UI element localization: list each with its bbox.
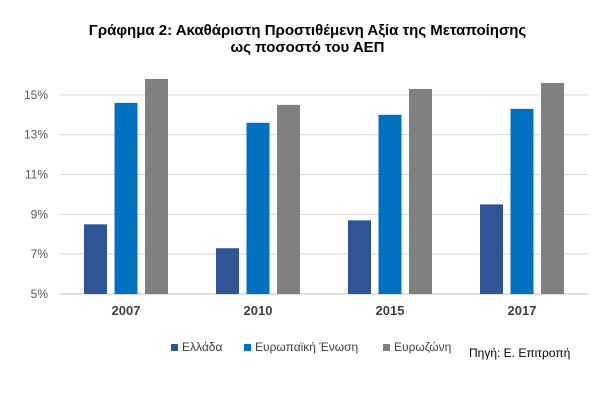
y-tick-label: 9% — [31, 207, 49, 221]
x-tick-label: 2017 — [508, 303, 537, 318]
bar-2015-series-1 — [348, 220, 371, 294]
legend-swatch — [244, 344, 251, 351]
bar-2017-series-3 — [541, 82, 564, 294]
bar-2007-series-3 — [145, 78, 168, 295]
bar-2017-series-2 — [510, 108, 534, 294]
bar-2007-series-1 — [84, 224, 107, 294]
bar-2015-series-2 — [378, 114, 402, 295]
y-axis-ticks: 5% 7% 9% 11% 13% 15% — [24, 88, 48, 301]
x-tick-label: 2015 — [376, 303, 405, 318]
y-tick-label: 15% — [24, 88, 48, 102]
x-tick-label: 2007 — [112, 303, 141, 318]
chart-title-line-1: Γράφημα 2: Ακαθάριστη Προστιθέμενη Αξία … — [88, 22, 527, 39]
bar-2010-series-2 — [246, 122, 270, 294]
bar-2010-series-3 — [277, 104, 300, 294]
source-note: Πηγή: Ε. Επιτροπή — [469, 346, 571, 360]
legend: Ελλάδα Ευρωπαϊκή Ένωση Ευρωζώνη — [171, 340, 451, 354]
legend-swatch — [171, 344, 178, 351]
x-tick-label: 2010 — [244, 303, 273, 318]
bar-2007-series-2 — [114, 102, 138, 294]
gridlines — [60, 94, 588, 295]
bar-2017-series-1 — [480, 204, 503, 294]
y-tick-label: 7% — [31, 247, 49, 261]
y-tick-label: 5% — [31, 287, 49, 301]
bars — [84, 78, 564, 295]
legend-swatch — [383, 344, 390, 351]
bar-2015-series-3 — [409, 88, 432, 294]
bar-2010-series-1 — [216, 248, 239, 294]
y-tick-label: 13% — [24, 128, 48, 142]
legend-label: Ευρωζώνη — [394, 340, 451, 354]
y-tick-label: 11% — [25, 168, 48, 182]
x-axis-ticks: 2007 2010 2015 2017 — [112, 303, 537, 318]
chart-title-line-2: ως ποσοστό του ΑΕΠ — [230, 39, 385, 56]
legend-label: Ευρωπαϊκή Ένωση — [255, 340, 358, 354]
legend-label: Ελλάδα — [182, 340, 222, 354]
